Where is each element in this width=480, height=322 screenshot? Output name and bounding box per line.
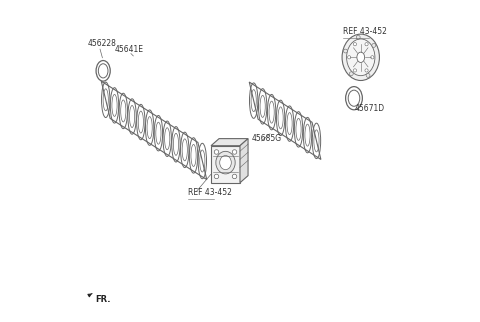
Text: 45671D: 45671D [355,104,385,113]
Circle shape [353,43,357,46]
Circle shape [232,174,237,179]
Circle shape [356,35,360,39]
Polygon shape [101,81,207,180]
Circle shape [365,69,368,72]
Circle shape [366,73,370,77]
Text: 456228: 456228 [88,39,117,48]
Polygon shape [249,82,321,159]
Circle shape [214,150,219,154]
Ellipse shape [342,34,379,80]
Circle shape [349,72,353,76]
Ellipse shape [357,52,365,62]
Text: REF 43-452: REF 43-452 [343,27,387,36]
Circle shape [344,49,348,53]
Circle shape [214,174,219,179]
Circle shape [348,56,351,59]
Circle shape [371,56,374,59]
Text: 45641E: 45641E [115,44,144,53]
Circle shape [365,43,368,46]
Circle shape [372,43,376,47]
Polygon shape [211,139,248,146]
Text: FR.: FR. [96,295,111,304]
Text: REF 43-452: REF 43-452 [189,188,232,197]
Circle shape [232,150,237,154]
Polygon shape [240,139,248,183]
Text: 45685G: 45685G [252,134,282,143]
Circle shape [353,69,357,72]
Polygon shape [211,146,240,183]
Ellipse shape [220,156,231,170]
Ellipse shape [216,151,235,174]
Ellipse shape [347,39,375,76]
